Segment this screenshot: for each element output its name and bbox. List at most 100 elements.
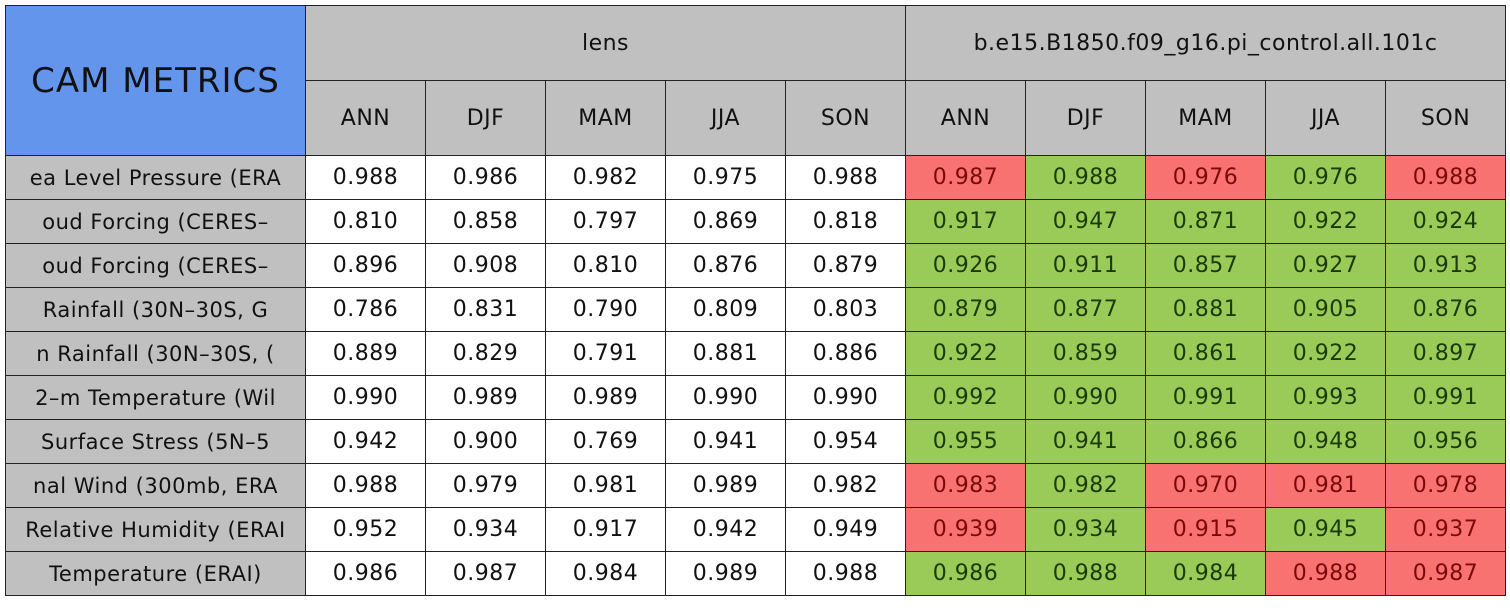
value-cell: 0.990 [1025, 375, 1147, 420]
value-cell: 0.981 [545, 463, 666, 508]
group-header: b.e15.B1850.f09_g16.pi_control.all.101c [905, 5, 1507, 81]
value-cell: 0.952 [305, 507, 426, 552]
value-cell: 0.939 [905, 507, 1027, 552]
value-cell: 0.866 [1145, 419, 1267, 464]
value-cell: 0.991 [1145, 375, 1267, 420]
table-row: oud Forcing (CERES– 0.896 0.908 0.810 0.876 0… [5, 243, 1507, 288]
value-cell: 0.982 [784, 463, 907, 508]
value-cell: 0.979 [425, 463, 546, 508]
corner-cell: CAM METRICS [5, 5, 306, 156]
season-header: DJF [1025, 80, 1147, 156]
value-cell: 0.986 [305, 551, 426, 596]
value-cell: 0.988 [1025, 551, 1147, 596]
value-cell: 0.810 [305, 199, 426, 244]
value-cell: 0.989 [665, 463, 786, 508]
value-cell: 0.982 [1025, 463, 1147, 508]
value-cell: 0.809 [665, 287, 786, 332]
value-cell: 0.886 [784, 331, 907, 376]
value-cell: 0.879 [784, 243, 907, 288]
value-cell: 0.857 [1145, 243, 1267, 288]
value-cell: 0.927 [1265, 243, 1387, 288]
value-cell: 0.986 [425, 155, 546, 200]
value-cell: 0.922 [905, 331, 1027, 376]
value-cell: 0.790 [545, 287, 666, 332]
table-row: Rainfall (30N–30S, G 0.786 0.831 0.790 0.809… [5, 287, 1507, 332]
season-header: JJA [1265, 80, 1387, 156]
value-cell: 0.989 [665, 551, 786, 596]
row-label: Rainfall (30N–30S, G [5, 287, 306, 332]
value-cell: 0.988 [1025, 155, 1147, 200]
value-cell: 0.879 [905, 287, 1027, 332]
table-row: ea Level Pressure (ERA 0.988 0.986 0.982 0.9… [5, 155, 1507, 200]
value-cell: 0.987 [905, 155, 1027, 200]
metrics-table: CAM METRICS lens b.e15.B1850.f09_g16.pi_co… [5, 5, 1507, 596]
value-cell: 0.975 [665, 155, 786, 200]
value-cell: 0.990 [665, 375, 786, 420]
value-cell: 0.937 [1385, 507, 1507, 552]
value-cell: 0.897 [1385, 331, 1507, 376]
value-cell: 0.922 [1265, 331, 1387, 376]
value-cell: 0.991 [1385, 375, 1507, 420]
value-cell: 0.941 [1025, 419, 1147, 464]
value-cell: 0.876 [665, 243, 786, 288]
value-cell: 0.858 [425, 199, 546, 244]
season-header: SON [784, 80, 907, 156]
value-cell: 0.992 [905, 375, 1027, 420]
table-row: 2–m Temperature (Wil 0.990 0.989 0.989 0.990… [5, 375, 1507, 420]
value-cell: 0.970 [1145, 463, 1267, 508]
value-cell: 0.831 [425, 287, 546, 332]
value-cell: 0.869 [665, 199, 786, 244]
value-cell: 0.791 [545, 331, 666, 376]
row-label: n Rainfall (30N–30S, ( [5, 331, 306, 376]
value-cell: 0.905 [1265, 287, 1387, 332]
value-cell: 0.926 [905, 243, 1027, 288]
row-label: oud Forcing (CERES– [5, 199, 306, 244]
value-cell: 0.911 [1025, 243, 1147, 288]
value-cell: 0.990 [784, 375, 907, 420]
table-row: nal Wind (300mb, ERA 0.988 0.979 0.981 0.989… [5, 463, 1507, 508]
table-row: Temperature (ERAI) 0.986 0.987 0.984 0.989 0.… [5, 551, 1507, 596]
group-header: lens [304, 5, 907, 81]
season-header: DJF [425, 80, 546, 156]
value-cell: 0.948 [1265, 419, 1387, 464]
value-cell: 0.881 [1145, 287, 1267, 332]
value-cell: 0.954 [784, 419, 907, 464]
table-row: Surface Stress (5N–5 0.942 0.900 0.769 0.941… [5, 419, 1507, 464]
value-cell: 0.769 [545, 419, 666, 464]
value-cell: 0.978 [1385, 463, 1507, 508]
value-cell: 0.922 [1265, 199, 1387, 244]
value-cell: 0.989 [545, 375, 666, 420]
value-cell: 0.889 [305, 331, 426, 376]
value-cell: 0.917 [545, 507, 666, 552]
row-label: ea Level Pressure (ERA [5, 155, 306, 200]
table-row: ANN DJF MAM JJA SON ANN DJF MAM JJA SON [6, 80, 1507, 156]
value-cell: 0.915 [1145, 507, 1267, 552]
value-cell: 0.818 [784, 199, 907, 244]
value-cell: 0.976 [1145, 155, 1267, 200]
value-cell: 0.955 [905, 419, 1027, 464]
value-cell: 0.981 [1265, 463, 1387, 508]
value-cell: 0.941 [665, 419, 786, 464]
season-header: ANN [905, 80, 1027, 156]
value-cell: 0.871 [1145, 199, 1267, 244]
season-header: SON [1385, 80, 1507, 156]
value-cell: 0.859 [1025, 331, 1147, 376]
value-cell: 0.987 [1385, 551, 1507, 596]
value-cell: 0.949 [784, 507, 907, 552]
value-cell: 0.982 [545, 155, 666, 200]
table-row: CAM METRICS lens b.e15.B1850.f09_g16.pi_co… [5, 5, 1507, 156]
row-label: Relative Humidity (ERAI [5, 507, 306, 552]
value-cell: 0.987 [425, 551, 546, 596]
table-row: oud Forcing (CERES– 0.810 0.858 0.797 0.869 0… [5, 199, 1507, 244]
value-cell: 0.786 [305, 287, 426, 332]
value-cell: 0.803 [784, 287, 907, 332]
value-cell: 0.942 [305, 419, 426, 464]
value-cell: 0.989 [425, 375, 546, 420]
value-cell: 0.881 [665, 331, 786, 376]
table-body: CAM METRICS lens b.e15.B1850.f09_g16.pi_co… [5, 5, 1507, 596]
value-cell: 0.956 [1385, 419, 1507, 464]
value-cell: 0.976 [1265, 155, 1387, 200]
value-cell: 0.908 [425, 243, 546, 288]
value-cell: 0.988 [1265, 551, 1387, 596]
